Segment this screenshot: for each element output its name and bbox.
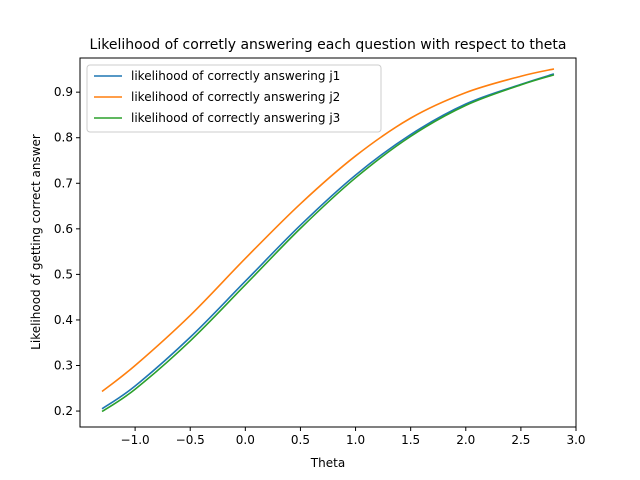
y-tick-label: 0.6 — [54, 222, 73, 236]
x-tick-label: 2.5 — [511, 433, 530, 447]
series-line-1 — [101, 73, 555, 410]
x-tick-label: 1.5 — [401, 433, 420, 447]
legend-box — [86, 64, 382, 133]
y-tick-label: 0.3 — [54, 359, 73, 373]
series-line-2 — [101, 68, 555, 393]
x-tick-label: −1.0 — [121, 433, 150, 447]
x-tick-label: 0.0 — [236, 433, 255, 447]
x-tick-label: 2.0 — [456, 433, 475, 447]
plot-area — [101, 68, 555, 413]
y-tick-label: 0.7 — [54, 176, 73, 190]
x-axis: −1.0 −0.5 0.0 0.5 1.0 1.5 2.0 2.5 3.0 — [121, 427, 586, 447]
axes-frame — [79, 57, 577, 428]
legend-entry-label: likelihood of correctly answering j1 — [131, 69, 340, 83]
y-tick-label: 0.9 — [54, 85, 73, 99]
series-line-3 — [101, 74, 555, 413]
chart-title: Likelihood of corretly answering each qu… — [90, 37, 567, 53]
y-tick-label: 0.2 — [54, 404, 73, 418]
x-tick-label: −0.5 — [176, 433, 205, 447]
legend-entry-label: likelihood of correctly answering j3 — [131, 111, 340, 125]
x-tick-label: 1.0 — [346, 433, 365, 447]
y-tick-label: 0.5 — [54, 267, 73, 281]
y-tick-label: 0.4 — [54, 313, 73, 327]
x-tick-label: 0.5 — [291, 433, 310, 447]
x-axis-label: Theta — [310, 456, 345, 470]
y-axis-label: Likelihood of getting correct answer — [29, 134, 43, 350]
y-axis: 0.2 0.3 0.4 0.5 0.6 0.7 0.8 0.9 — [54, 85, 80, 418]
x-tick-label: 3.0 — [566, 433, 585, 447]
y-tick-label: 0.8 — [54, 131, 73, 145]
legend: likelihood of correctly answering j1 like… — [86, 64, 382, 133]
legend-entry-label: likelihood of correctly answering j2 — [131, 90, 340, 104]
